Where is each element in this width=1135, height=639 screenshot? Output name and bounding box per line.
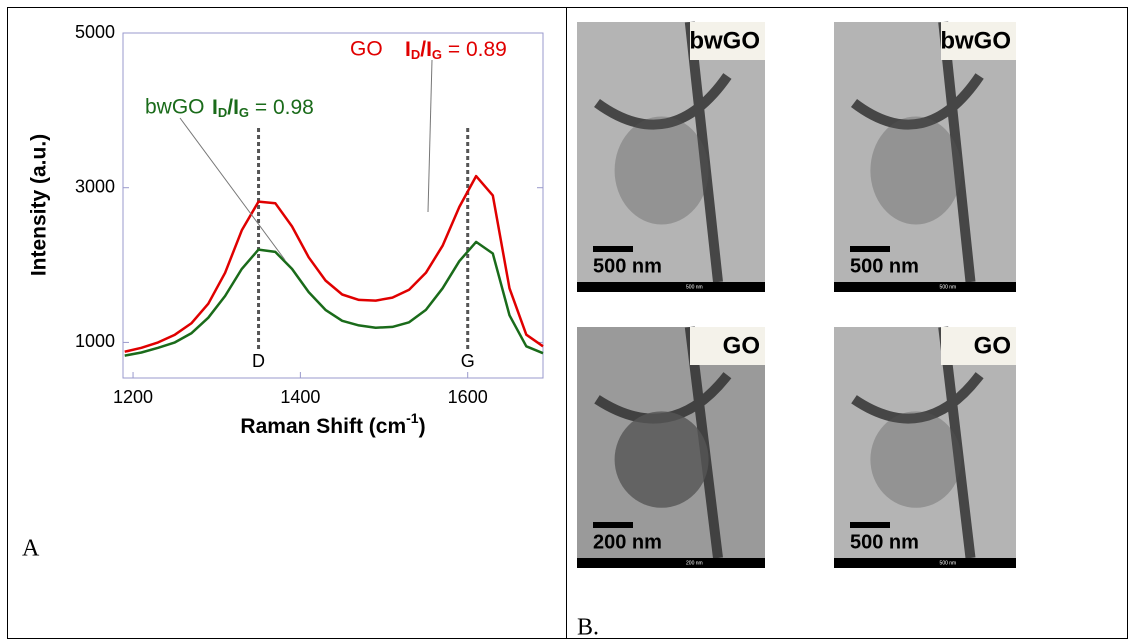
series-line — [124, 240, 544, 357]
ratio-part: /I — [420, 38, 432, 61]
panel-label: A — [22, 536, 40, 562]
ratio-part: = 0.98 — [249, 96, 314, 119]
ratio-sub: G — [432, 47, 442, 62]
x-axis-label-part: Raman Shift (cm — [240, 415, 406, 438]
image-tag: GO — [723, 332, 760, 359]
scale-bar — [593, 246, 633, 252]
x-axis-label-sup: -1 — [406, 410, 419, 426]
series-name: GO — [350, 38, 383, 61]
ratio-part: I — [212, 96, 218, 119]
ratio-part: I — [405, 38, 411, 61]
ratio-sub: G — [239, 105, 249, 120]
info-bar-text: 500 nm — [940, 284, 957, 290]
peak-label: D — [252, 351, 265, 371]
image-tag: bwGO — [689, 27, 760, 54]
info-bar-text: 500 nm — [686, 284, 703, 290]
x-axis-label-part: ) — [419, 415, 426, 438]
tag-box — [690, 22, 765, 60]
y-tick-label: 5000 — [75, 22, 115, 42]
info-bar — [834, 558, 1016, 568]
micrograph-flake — [614, 116, 709, 225]
scale-bar — [850, 246, 890, 252]
scale-label: 500 nm — [850, 531, 919, 553]
image-tag: bwGO — [940, 27, 1011, 54]
scale-label: 500 nm — [593, 255, 662, 277]
micrograph-feature — [850, 21, 984, 283]
scale-bar — [850, 522, 890, 528]
series-name: bwGO — [145, 96, 205, 119]
ratio-part: /I — [227, 96, 239, 119]
info-bar-text: 200 nm — [686, 560, 703, 566]
tag-box — [941, 22, 1016, 60]
info-bar — [834, 282, 1016, 292]
micrograph-feature — [594, 21, 732, 283]
y-tick-label: 1000 — [75, 331, 115, 351]
info-bar — [577, 558, 765, 568]
micrograph-feature — [851, 326, 984, 559]
info-bar — [577, 282, 765, 292]
panel-label: B. — [577, 615, 599, 639]
x-tick-label: 1400 — [280, 387, 320, 407]
y-axis-label: Intensity (a.u.) — [28, 134, 51, 276]
series-line — [124, 174, 544, 353]
plot-frame — [122, 32, 544, 379]
annotation-arrow — [427, 59, 433, 213]
y-tick-label: 3000 — [75, 176, 115, 196]
tag-box — [690, 327, 765, 365]
tag-box — [941, 327, 1016, 365]
info-bar-text: 500 nm — [940, 560, 957, 566]
annotation-arrow — [179, 117, 286, 261]
micrograph-flake — [870, 411, 962, 508]
x-tick-label: 1600 — [448, 387, 488, 407]
peak-label: G — [461, 351, 475, 371]
x-tick-label: 1200 — [113, 387, 153, 407]
scale-label: 200 nm — [593, 531, 662, 553]
ratio-annotation: ID/IG = 0.89 — [405, 38, 507, 63]
image-tag: GO — [974, 332, 1011, 359]
ratio-annotation: ID/IG = 0.98 — [212, 96, 314, 121]
ratio-part: = 0.89 — [442, 38, 507, 61]
micrograph-flake — [870, 116, 962, 225]
ratio-sub: D — [218, 105, 227, 120]
scale-label: 500 nm — [850, 255, 919, 277]
x-axis-label: Raman Shift (cm-1) — [240, 410, 425, 438]
scale-bar — [593, 522, 633, 528]
ratio-sub: D — [411, 47, 420, 62]
micrograph-flake — [614, 411, 709, 508]
